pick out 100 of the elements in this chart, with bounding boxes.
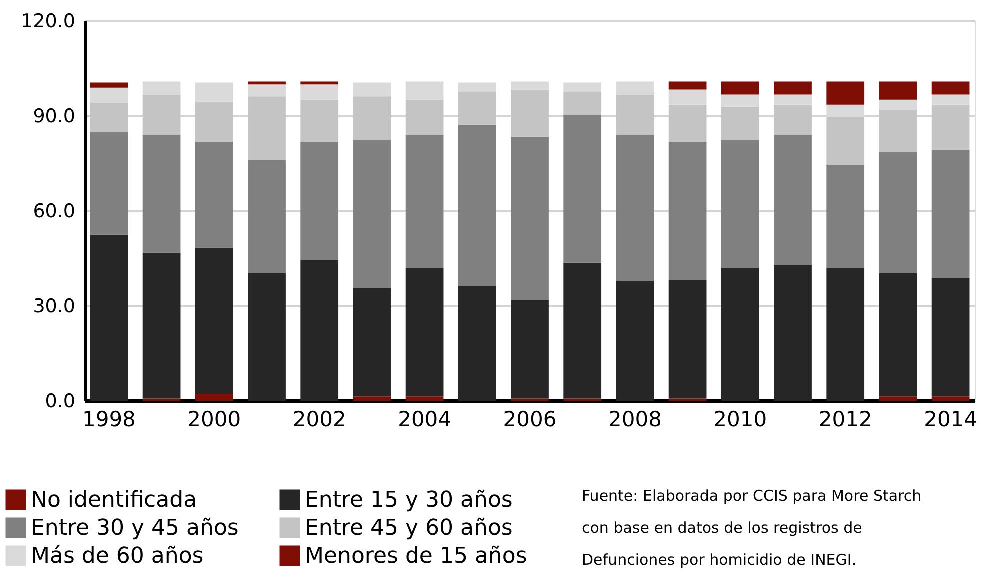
bar	[142, 135, 181, 253]
x-tick-label: 2014	[924, 408, 978, 432]
x-tick-label: 2006	[503, 408, 557, 432]
bar	[879, 273, 918, 397]
bar	[511, 82, 549, 90]
bar	[826, 82, 865, 105]
legend-label: Más de 60 años	[31, 544, 204, 569]
bar	[511, 300, 549, 399]
bar	[774, 82, 812, 95]
bar	[248, 160, 286, 274]
bar	[774, 265, 812, 401]
bar	[616, 82, 654, 95]
bar	[300, 100, 339, 142]
bar	[406, 268, 444, 397]
bar	[932, 150, 970, 278]
bar	[879, 82, 918, 100]
bar	[195, 102, 234, 142]
y-tick-label: 120.0	[21, 10, 76, 32]
bar	[458, 92, 496, 125]
bar	[774, 104, 812, 135]
bar	[826, 165, 865, 268]
bar	[879, 110, 918, 152]
bar	[300, 84, 339, 100]
bar	[406, 396, 444, 401]
bar	[616, 94, 654, 135]
y-tick-label: 60.0	[33, 200, 76, 222]
bar	[774, 94, 812, 105]
bar	[879, 100, 918, 110]
source-note: Fuente: Elaborada por CCIS para More Starch con base en datos de los registros de Defunciones por homicidio de INEGI.	[582, 487, 922, 569]
bar	[668, 104, 707, 142]
bar	[195, 142, 234, 248]
bar	[300, 260, 339, 401]
bar	[932, 278, 970, 397]
bar	[879, 396, 918, 401]
x-tick-label: 2010	[714, 408, 768, 432]
bar	[195, 82, 234, 102]
bar	[616, 280, 654, 401]
bar	[90, 102, 128, 132]
bar	[616, 135, 654, 281]
bar	[564, 92, 602, 115]
bar	[511, 90, 549, 137]
x-tick-label: 2012	[818, 408, 872, 432]
bar	[90, 88, 128, 103]
bar	[90, 132, 128, 235]
bar	[458, 124, 496, 286]
y-tick-label: 90.0	[33, 106, 76, 128]
bar	[668, 280, 707, 399]
bar	[721, 94, 760, 107]
bar	[353, 140, 392, 288]
x-tick-label: 1998	[82, 408, 136, 432]
x-tick-label: 2002	[292, 408, 346, 432]
bar	[300, 142, 339, 260]
bar	[511, 136, 549, 300]
bar	[774, 135, 812, 266]
bar	[195, 394, 234, 401]
legend-label: Entre 30 y 45 años	[31, 516, 239, 541]
bar	[353, 82, 392, 97]
bar	[932, 94, 970, 105]
bar	[879, 152, 918, 274]
legend-label: No identificada	[31, 488, 198, 513]
bar	[564, 82, 602, 92]
bar	[142, 252, 181, 399]
bar	[406, 135, 444, 268]
bar	[932, 396, 970, 401]
y-tick-label: 30.0	[33, 296, 76, 318]
legend-label: Menores de 15 años	[305, 544, 528, 569]
bar	[353, 288, 392, 397]
bar	[90, 234, 128, 401]
bar	[668, 142, 707, 280]
bar	[932, 104, 970, 150]
x-tick-label: 2000	[188, 408, 242, 432]
legend-label: Entre 15 y 30 años	[305, 488, 513, 513]
bar	[353, 396, 392, 401]
bar	[248, 273, 286, 401]
bar	[721, 140, 760, 268]
bar	[668, 82, 707, 90]
bar	[195, 248, 234, 394]
bar	[564, 262, 602, 399]
x-tick-label: 2008	[608, 408, 662, 432]
bar	[721, 106, 760, 140]
bar	[721, 82, 760, 95]
bar	[248, 96, 286, 160]
y-tick-label: 0.0	[45, 390, 76, 412]
bar	[406, 82, 444, 100]
bar	[826, 268, 865, 401]
bar	[458, 286, 496, 401]
bar	[564, 114, 602, 263]
bar	[721, 268, 760, 401]
bar	[406, 100, 444, 135]
bar	[932, 82, 970, 95]
bar	[90, 82, 128, 88]
legend-label: Entre 45 y 60 años	[305, 516, 513, 541]
bar	[248, 84, 286, 97]
bar	[142, 82, 181, 95]
bar	[826, 116, 865, 166]
bar	[142, 94, 181, 135]
bar	[458, 82, 496, 92]
x-tick-label: 2004	[398, 408, 452, 432]
bar	[668, 90, 707, 105]
bar	[353, 96, 392, 140]
